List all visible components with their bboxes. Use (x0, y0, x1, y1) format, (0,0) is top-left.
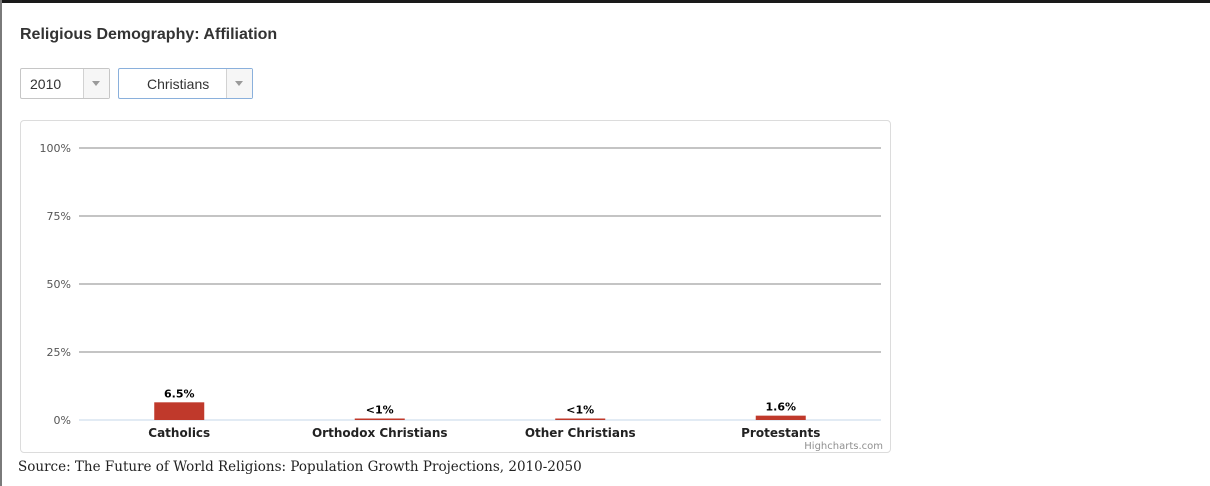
bar (755, 415, 806, 420)
bar-chart: 0% 25% 50% 75% 100% 6.5% Catholics <1% Orthodox … (40, 142, 883, 452)
x-tick-label: Catholics (148, 426, 210, 440)
top-border-rule (0, 0, 1210, 3)
y-tick-label: 25% (47, 346, 71, 359)
widget-title: Religious Demography: Affiliation (20, 26, 278, 43)
chevron-down-icon (235, 81, 243, 86)
y-tick-label: 0% (54, 414, 71, 427)
bar (154, 402, 205, 420)
group-select-value: Christians (147, 76, 210, 92)
year-select-toggle[interactable] (83, 69, 109, 98)
year-select[interactable]: 2010 (20, 68, 110, 99)
group-select[interactable]: Christians (118, 68, 253, 99)
year-select-value: 2010 (30, 76, 62, 92)
data-label: 6.5% (164, 387, 195, 400)
bar (354, 418, 405, 420)
x-tick-label: Other Christians (525, 426, 636, 440)
bar (555, 418, 606, 420)
chart-container: 0% 25% 50% 75% 100% 6.5% Catholics <1% Orthodox … (20, 120, 891, 453)
y-tick-label: 100% (40, 142, 71, 155)
left-border-rule (0, 0, 2, 486)
chart-credit: Highcharts.com (804, 441, 883, 452)
data-label: 1.6% (765, 401, 796, 414)
source-note: Source: The Future of World Religions: P… (18, 459, 582, 475)
data-label: <1% (366, 404, 394, 417)
x-tick-label: Protestants (741, 426, 820, 440)
x-tick-label: Orthodox Christians (312, 426, 448, 440)
y-tick-label: 50% (47, 278, 71, 291)
chevron-down-icon (92, 81, 100, 86)
group-select-toggle[interactable] (226, 69, 252, 98)
y-tick-label: 75% (47, 210, 71, 223)
data-label: <1% (566, 404, 594, 417)
